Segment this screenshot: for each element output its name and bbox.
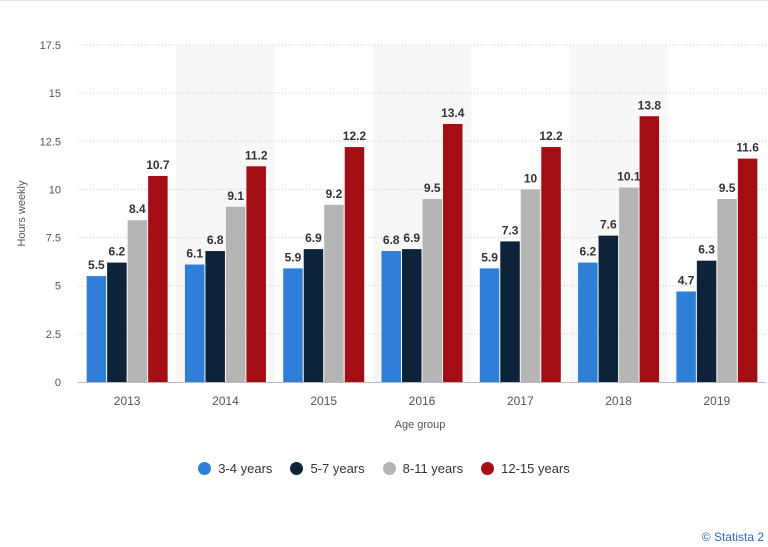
y-axis-title: Hours weekly — [16, 180, 28, 247]
bar[interactable] — [225, 206, 246, 382]
bar[interactable] — [422, 199, 443, 382]
bar[interactable] — [443, 123, 463, 382]
x-tick-label: 2014 — [212, 394, 239, 408]
x-tick-label: 2015 — [310, 394, 337, 408]
legend-item[interactable]: 12-15 years — [481, 461, 570, 476]
bar[interactable] — [402, 249, 422, 382]
data-label: 6.9 — [305, 231, 322, 245]
data-label: 5.9 — [285, 250, 302, 264]
data-label: 9.1 — [227, 189, 244, 203]
bar[interactable] — [619, 187, 639, 382]
bar[interactable] — [696, 260, 717, 382]
data-label: 12.2 — [539, 129, 563, 143]
data-label: 13.8 — [638, 98, 662, 112]
bar[interactable] — [479, 268, 500, 382]
bar[interactable] — [148, 175, 168, 382]
bar[interactable] — [246, 166, 266, 382]
data-labels: 5.56.28.410.76.16.89.111.25.96.99.212.26… — [88, 98, 759, 287]
bar[interactable] — [381, 251, 402, 382]
y-tick-label: 0 — [55, 377, 61, 389]
data-label: 6.2 — [579, 245, 596, 259]
x-tick-label: 2017 — [507, 394, 534, 408]
data-label: 11.2 — [245, 148, 268, 162]
legend-item[interactable]: 5-7 years — [290, 461, 365, 476]
legend-label: 8-11 years — [402, 461, 464, 476]
data-label: 6.1 — [186, 247, 203, 261]
legend-item[interactable]: 3-4 years — [198, 461, 272, 476]
data-label: 5.5 — [88, 258, 105, 272]
legend-swatch — [481, 462, 495, 475]
bar[interactable] — [283, 268, 303, 382]
x-axis-title: Age group — [395, 419, 446, 431]
y-tick-label: 15 — [49, 88, 61, 100]
legend-swatch — [198, 462, 212, 475]
data-label: 10 — [524, 171, 538, 185]
x-tick-label: 2019 — [704, 394, 731, 408]
bar[interactable] — [107, 262, 127, 382]
legend-swatch — [382, 462, 396, 475]
bar-chart: 0 2.5 5 7.5 10 12.5 15 17.5 5.5 6.2 8.4 10.7 6.1 6.8… — [16, 40, 766, 431]
bar[interactable] — [578, 262, 598, 382]
data-label: 8.4 — [129, 202, 146, 216]
data-label: 9.2 — [326, 187, 343, 201]
data-label: 6.9 — [403, 231, 420, 245]
data-label: 6.2 — [109, 245, 126, 259]
data-label: 7.6 — [600, 218, 617, 232]
legend-swatch — [290, 462, 304, 475]
y-axis-ticks: 0 2.5 5 7.5 10 12.5 15 17.5 — [40, 40, 61, 389]
bar[interactable] — [324, 204, 344, 382]
y-tick-label: 2.5 — [46, 329, 61, 341]
legend-label: 3-4 years — [218, 461, 273, 476]
data-label: 13.4 — [441, 106, 465, 120]
bar[interactable] — [184, 264, 205, 382]
bar[interactable] — [598, 235, 619, 382]
bar[interactable] — [344, 147, 365, 382]
y-tick-label: 12.5 — [40, 136, 61, 148]
y-tick-label: 10 — [49, 184, 61, 196]
bar[interactable] — [303, 249, 324, 382]
y-tick-label: 5 — [55, 281, 61, 293]
bar[interactable] — [639, 116, 660, 382]
data-label: 6.8 — [207, 233, 224, 247]
legend-label: 12-15 years — [501, 461, 570, 476]
bar[interactable] — [676, 291, 696, 382]
data-label: 7.3 — [502, 223, 519, 237]
bar[interactable] — [500, 241, 520, 382]
legend-label: 5-7 years — [310, 461, 365, 476]
bar[interactable] — [205, 251, 225, 382]
data-label: 10.1 — [617, 170, 641, 184]
data-label: 12.2 — [343, 129, 367, 143]
data-label: 5.9 — [481, 250, 498, 264]
y-tick-label: 7.5 — [46, 233, 61, 245]
x-tick-label: 2016 — [409, 394, 436, 408]
data-label: 10.7 — [146, 158, 170, 172]
bars — [86, 116, 758, 382]
bar[interactable] — [541, 147, 561, 382]
bar[interactable] — [737, 158, 758, 382]
data-label: 6.8 — [383, 233, 400, 247]
statista-credit-link[interactable]: © Statista 2 — [701, 530, 764, 544]
data-label: 4.7 — [678, 273, 695, 287]
legend-item[interactable]: 8-11 years — [382, 461, 464, 476]
top-divider — [0, 0, 768, 1]
data-label: 11.6 — [736, 141, 759, 155]
bar[interactable] — [127, 220, 148, 382]
x-tick-label: 2018 — [605, 394, 632, 408]
legend: 3-4 years 5-7 years 8-11 years 12-15 years — [0, 461, 768, 476]
y-tick-label: 17.5 — [40, 40, 61, 52]
x-axis-ticks: 2013 2014 2015 2016 2017 2018 2019 — [114, 394, 731, 408]
data-label: 6.3 — [698, 243, 715, 257]
bar[interactable] — [520, 189, 541, 382]
bar[interactable] — [717, 199, 737, 382]
data-label: 9.5 — [719, 181, 736, 195]
x-tick-label: 2013 — [114, 394, 141, 408]
data-label: 9.5 — [424, 181, 441, 195]
bar[interactable] — [86, 276, 107, 382]
